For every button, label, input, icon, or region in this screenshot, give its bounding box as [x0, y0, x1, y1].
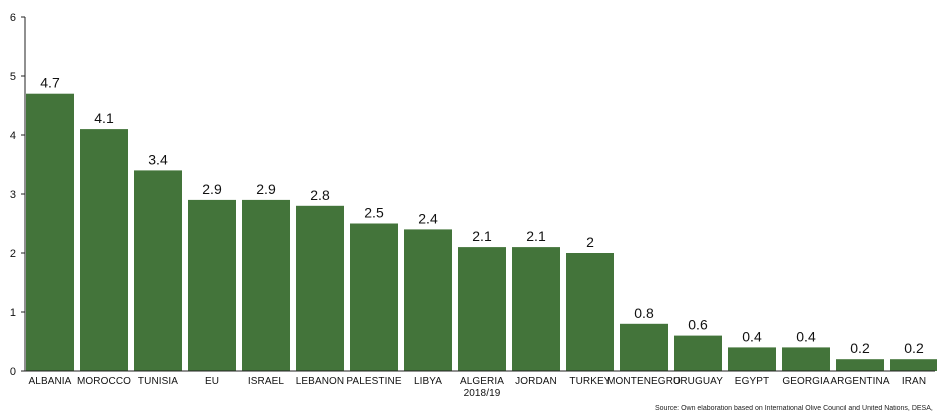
source-note: Source: Own elaboration based on Interna…: [655, 405, 935, 412]
bar-eu: [188, 199, 236, 371]
value-label-egypt: 0.4: [742, 328, 762, 344]
value-label-tunisia: 3.4: [148, 151, 168, 167]
value-label-turkey: 2: [586, 234, 594, 250]
y-axis: 0 1 2 3 4 5 6: [10, 12, 26, 378]
category-label-albania: ALBANIA: [29, 376, 72, 387]
category-label-palestine: PALESTINE: [346, 376, 401, 387]
bar-tunisia: [134, 170, 182, 371]
y-tick-label: 4: [10, 130, 16, 142]
y-tick-label: 3: [10, 189, 16, 201]
category-label-egypt: EGYPT: [735, 376, 769, 387]
category-label-eu: EU: [205, 376, 219, 387]
category-label-argentina: ARGENTINA: [830, 376, 889, 387]
value-label-israel: 2.9: [256, 181, 276, 197]
y-tick-label: 5: [10, 71, 16, 83]
value-label-morocco: 4.1: [94, 110, 114, 126]
y-tick-label: 1: [10, 307, 16, 319]
value-label-lebanon: 2.8: [310, 187, 330, 203]
category-label-jordan: JORDAN: [515, 376, 557, 387]
bar-palestine: [350, 223, 398, 371]
bar-turkey: [566, 253, 614, 371]
category-label-libya: LIBYA: [414, 376, 442, 387]
category-label-tunisia: TUNISIA: [138, 376, 178, 387]
category-label-iran: IRAN: [902, 376, 926, 387]
category-label-montenegro: MONTENEGRO: [607, 376, 681, 387]
category-label-lebanon: LEBANON: [296, 376, 345, 387]
y-tick-label: 6: [10, 12, 16, 24]
bar-morocco: [80, 129, 128, 371]
value-labels-group: 4.7 4.1 3.4 2.9 2.9 2.8 2.5 2.4 2.1 2.1 2 0.8 0.6 0.4…: [40, 75, 924, 357]
value-label-albania: 4.7: [40, 75, 60, 91]
bar-iran: [890, 359, 937, 371]
bars-group: [26, 93, 937, 371]
bar-jordan: [512, 247, 560, 371]
category-label-morocco: MOROCCO: [77, 376, 131, 387]
bar-georgia: [782, 347, 830, 371]
bar-lebanon: [296, 205, 344, 371]
bar-egypt: [728, 347, 776, 371]
bar-albania: [26, 93, 74, 371]
category-label-algeria: ALGERIA 2018/19: [460, 376, 504, 399]
value-label-uruguay: 0.6: [688, 317, 708, 333]
category-label-turkey: TURKEY: [569, 376, 610, 387]
value-label-montenegro: 0.8: [634, 305, 654, 321]
bar-uruguay: [674, 335, 722, 371]
value-label-libya: 2.4: [418, 210, 438, 226]
value-label-palestine: 2.5: [364, 205, 384, 221]
value-label-iran: 0.2: [904, 340, 924, 356]
y-tick-label: 2: [10, 248, 16, 260]
bar-argentina: [836, 359, 884, 371]
category-labels-group: ALBANIA MOROCCO TUNISIA EU ISRAEL LEBANON PALE…: [29, 376, 927, 399]
category-label-israel: ISRAEL: [248, 376, 285, 387]
bar-montenegro: [620, 323, 668, 371]
value-label-argentina: 0.2: [850, 340, 870, 356]
y-tick-label: 0: [10, 366, 16, 378]
value-label-algeria: 2.1: [472, 228, 492, 244]
value-label-georgia: 0.4: [796, 328, 816, 344]
value-label-jordan: 2.1: [526, 228, 546, 244]
bar-israel: [242, 199, 290, 371]
bar-libya: [404, 229, 452, 371]
category-label-uruguay: URUGUAY: [673, 376, 723, 387]
bar-algeria: [458, 247, 506, 371]
value-label-eu: 2.9: [202, 181, 222, 197]
category-label-georgia: GEORGIA: [782, 376, 830, 387]
